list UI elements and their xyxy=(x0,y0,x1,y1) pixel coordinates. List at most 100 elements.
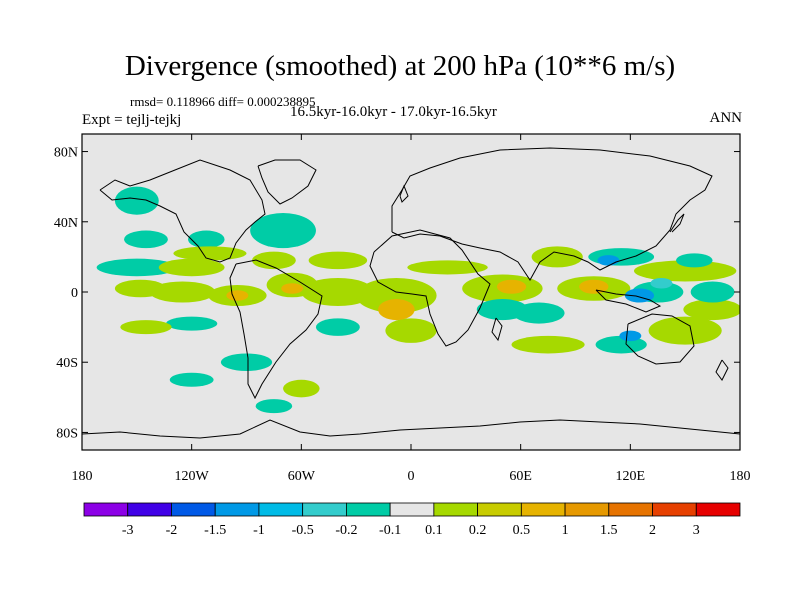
anomaly-patch-0 xyxy=(96,258,178,277)
anomaly-patch-13 xyxy=(114,186,159,215)
anomaly-patch-41 xyxy=(226,290,249,301)
anomaly-patch-23 xyxy=(120,320,172,335)
coastline-greenland xyxy=(257,159,317,205)
anomaly-patch-19 xyxy=(308,251,368,270)
coastline-uk xyxy=(399,184,409,203)
legend-swatch-8 xyxy=(433,502,479,517)
anomaly-layer xyxy=(96,186,740,414)
anomaly-patch-14 xyxy=(124,230,168,249)
legend-swatch-1 xyxy=(127,502,172,517)
coastline-japan xyxy=(669,213,685,233)
legend-swatch-10 xyxy=(520,502,566,517)
legend-swatch-2 xyxy=(171,502,216,517)
map-title: Divergence (smoothed) at 200 hPa (10**6 … xyxy=(124,50,676,82)
legend-label: -0.1 xyxy=(379,523,401,538)
anomaly-patch-17 xyxy=(173,246,247,261)
legend-label: -0.5 xyxy=(292,523,314,538)
coastline-australia xyxy=(625,313,695,365)
legend-label: 1 xyxy=(562,523,569,538)
legend-label: 0.2 xyxy=(469,523,487,538)
anomaly-patch-11 xyxy=(683,299,740,321)
season-label: ANN xyxy=(709,110,743,126)
lon-tick-label: 120W xyxy=(175,469,210,484)
anomaly-patch-46 xyxy=(650,277,673,289)
anomaly-patch-45 xyxy=(619,330,642,342)
anomaly-patch-12 xyxy=(648,316,722,345)
legend-label: 1.5 xyxy=(600,523,618,538)
anomaly-patch-26 xyxy=(513,302,565,324)
lat-tick-label: 0 xyxy=(71,286,78,301)
anomaly-patch-42 xyxy=(281,283,304,294)
anomaly-patch-20 xyxy=(407,260,488,275)
lat-tick-label: 80S xyxy=(56,426,78,441)
legend-label: -3 xyxy=(122,523,134,538)
anomaly-patch-21 xyxy=(315,318,360,336)
anomaly-patch-7 xyxy=(356,277,437,314)
anomaly-patch-18 xyxy=(251,251,296,270)
coastline-maritime-continent xyxy=(595,289,662,313)
legend-label: -1 xyxy=(253,523,265,538)
legend-swatch-3 xyxy=(214,502,260,517)
anomaly-patch-40 xyxy=(579,279,609,294)
lon-tick-label: 60W xyxy=(288,469,316,484)
anomaly-patch-22 xyxy=(166,316,218,331)
anomaly-patch-39 xyxy=(496,279,527,294)
anomaly-patch-30 xyxy=(690,281,735,303)
legend-swatch-12 xyxy=(608,502,653,517)
coastline-antarctica xyxy=(82,419,740,439)
legend-swatch-4 xyxy=(258,502,304,517)
lat-tick-label: 80N xyxy=(54,146,78,161)
legend-swatch-5 xyxy=(302,502,347,517)
legend-swatch-13 xyxy=(652,502,697,517)
anomaly-patch-32 xyxy=(283,379,320,398)
anomaly-patch-27 xyxy=(531,246,583,268)
color-legend: -3 -2 -1.5 -1 -0.5 -0.2 -0.1 0.1 0.2 0.5 1 1.5 2 3 xyxy=(83,502,741,538)
lon-tick-label: 0 xyxy=(408,469,415,484)
coastline-north-america xyxy=(99,159,266,263)
anomaly-patch-36 xyxy=(511,335,585,354)
legend-swatch-11 xyxy=(564,502,610,517)
legend-label: -2 xyxy=(166,523,178,538)
coastline-madagascar xyxy=(491,317,503,342)
legend-swatch-7 xyxy=(389,502,435,517)
anomaly-patch-24 xyxy=(385,318,437,343)
lon-tick-label: 120E xyxy=(616,469,646,484)
legend-label: -1.5 xyxy=(204,523,226,538)
coastline-africa xyxy=(369,229,491,347)
legend-label: 0.5 xyxy=(513,523,531,538)
coastline-south-america xyxy=(229,259,323,400)
lon-tick-label: 180 xyxy=(730,469,751,484)
legend-label: 2 xyxy=(649,523,656,538)
anomaly-patch-44 xyxy=(597,255,620,266)
legend-label: 0.1 xyxy=(425,523,443,538)
anomaly-patch-38 xyxy=(378,299,415,321)
coastline-new-zealand xyxy=(715,359,729,381)
coastline-layer xyxy=(82,147,740,439)
lon-tick-label: 60E xyxy=(509,469,532,484)
legend-swatch-9 xyxy=(477,502,522,517)
anomaly-patch-10 xyxy=(633,260,737,282)
anomaly-patch-35 xyxy=(169,372,214,387)
anomaly-patch-6 xyxy=(301,277,375,307)
anomaly-patch-33 xyxy=(255,399,293,414)
lat-tick-label: 40S xyxy=(56,356,78,371)
anomaly-patch-1 xyxy=(158,258,225,277)
anomaly-patch-16 xyxy=(250,213,316,249)
lat-tick-label: 40N xyxy=(54,216,78,231)
anomaly-patch-31 xyxy=(676,253,713,268)
legend-swatch-14 xyxy=(695,502,741,517)
anomaly-patch-34 xyxy=(220,353,273,371)
legend-label: -0.2 xyxy=(335,523,357,538)
experiment-label: Expt = tejlj-tejkj xyxy=(82,112,182,128)
legend-swatch-0 xyxy=(83,502,129,517)
coastline-eurasia xyxy=(391,147,713,281)
anomaly-patch-28 xyxy=(588,248,655,266)
axis-ticks: 80N 40N 0 40S 80S 180 120W 60W 0 60E 120E 180 xyxy=(54,134,751,484)
lon-tick-label: 180 xyxy=(72,469,93,484)
anomaly-patch-15 xyxy=(188,230,225,249)
legend-label: 3 xyxy=(693,523,700,538)
period-label: 16.5kyr-16.0kyr - 17.0kyr-16.5kyr xyxy=(290,104,497,120)
anomaly-patch-3 xyxy=(149,281,216,303)
legend-swatch-6 xyxy=(345,502,391,517)
